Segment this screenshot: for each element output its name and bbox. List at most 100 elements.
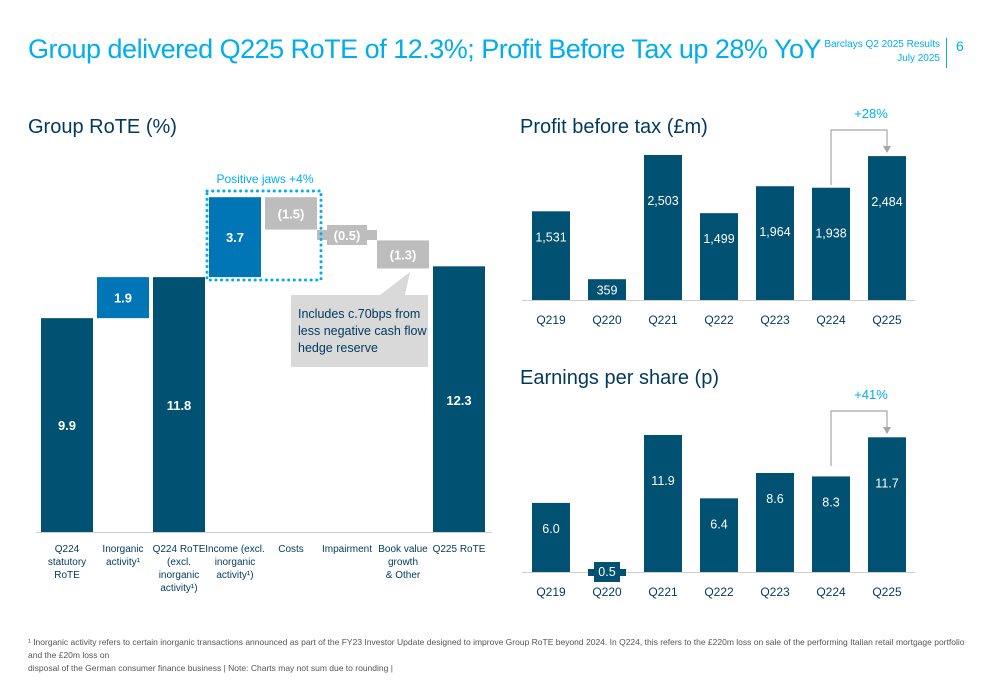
x-tick-label: Q221 [648,313,678,327]
x-tick-label: Q222 [704,585,734,599]
x-tick-label: Book value [378,544,428,555]
bar-value-label: 8.6 [766,492,783,506]
bar [532,502,570,572]
bar-value-label: 1,964 [759,225,790,239]
bar [812,476,850,572]
page-number: 6 [956,38,964,54]
earnings-per-share-chart: 6.0 Q219 0.5 Q220 11.9 Q221 6.4 Q222 8.6 Q223 8.3 Q… [522,387,915,599]
x-tick-label: Q223 [760,313,790,327]
bar-value-label: (1.3) [390,247,417,262]
bar [532,211,570,300]
bar-value-label: (1.5) [278,206,305,221]
header-divider [946,38,947,68]
x-tick-label: inorganic [159,570,200,581]
x-tick-label: Q222 [704,313,734,327]
x-tick-label: activity¹) [160,583,197,594]
bar-value-label: 11.9 [651,474,674,488]
bar-value-label: 3.7 [226,230,244,245]
growth-arrow-line [830,129,888,185]
rote-chart-title: Group RoTE (%) [28,116,177,138]
bar-value-label: 1,938 [815,227,846,241]
x-tick-label: (excl. [167,557,191,568]
x-tick-label: Income (excl. [205,544,264,555]
bar-value-label: 12.3 [446,393,471,408]
bar [868,437,906,572]
positive-jaws-box [205,189,323,282]
x-tick-label: activity¹ [106,557,141,568]
x-tick-label: Q220 [592,585,622,599]
growth-arrow-head [883,146,891,153]
x-tick-label: Q224 [816,585,846,599]
bar-value-label: 9.9 [58,418,76,433]
x-tick-label: Q219 [536,313,566,327]
x-tick-label: Q225 RoTE [433,544,486,555]
bar-value-label: (0.5) [334,228,361,243]
waterfall-bar [327,225,367,245]
rote-waterfall-chart: 9.9 Q224 statutory RoTE 1.9 Inorganic activity… [36,172,492,594]
x-tick-label: statutory [48,557,86,568]
growth-annotation: +41% [854,387,888,402]
x-tick-label: Q224 [55,544,80,555]
bar-value-label: 1,499 [703,232,734,246]
waterfall-bar [265,197,317,230]
x-tick-label: Q225 [872,313,902,327]
bar [812,187,850,300]
bar-value-label: 2,503 [647,194,678,208]
callout-text: less negative cash flow [298,324,428,338]
pbt-chart-title: Profit before tax (£m) [520,116,708,138]
bar-value-label: 1,531 [535,230,566,244]
bar-value-label: 6.4 [710,517,727,531]
report-date: July 2025 [897,53,940,64]
growth-arrow-line [830,410,888,466]
bar [588,279,626,300]
growth-arrow-head [883,427,891,434]
footnote-line-1: ¹ Inorganic activity refers to certain i… [28,637,965,660]
waterfall-bar [153,277,205,532]
waterfall-bar [377,240,429,269]
x-tick-label: Q223 [760,585,790,599]
x-tick-label: Q224 [816,313,846,327]
x-tick-label: Inorganic [102,544,143,555]
bar [756,186,794,300]
bar-value-label: 1.9 [114,291,132,306]
callout-box [291,272,428,367]
bar-value-label: 6.0 [542,522,559,536]
bar-value-label: 0.5 [598,565,615,579]
callout-text: hedge reserve [298,341,378,355]
bar [644,435,682,572]
waterfall-bar [41,318,93,532]
x-tick-label: growth [388,557,418,568]
waterfall-bar [97,277,149,319]
eps-chart-title: Earnings per share (p) [520,367,719,389]
x-tick-label: Q220 [592,313,622,327]
bar-value-label: 11.7 [875,476,898,490]
footnote: ¹ Inorganic activity refers to certain i… [28,636,978,675]
bar [594,562,620,582]
x-tick-label: Impairment [322,544,372,555]
x-tick-label: & Other [386,570,421,581]
bar [644,155,682,300]
bar-value-label: 8.3 [822,495,839,509]
bar [700,498,738,572]
x-tick-label: Q225 [872,585,902,599]
report-meta: Barclays Q2 2025 Results July 2025 [824,38,940,66]
x-tick-label: Costs [278,544,304,555]
x-tick-label: inorganic [215,557,256,568]
bar [700,213,738,300]
page-title: Group delivered Q225 RoTE of 12.3%; Prof… [28,34,822,64]
x-tick-label: Q219 [536,585,566,599]
profit-before-tax-chart: 1,531 Q219 359 Q220 2,503 Q221 1,499 Q222 1,964 Q… [522,106,915,327]
callout-text: Includes c.70bps from [298,307,420,321]
x-tick-label: Q224 RoTE [153,544,206,555]
bar-value-label: 11.8 [167,398,192,413]
x-tick-label: activity¹) [216,570,253,581]
x-tick-label: Q221 [648,585,678,599]
bar-value-label: 359 [597,284,618,298]
waterfall-bar [209,197,261,278]
growth-annotation: +28% [854,106,888,121]
bar [868,156,906,300]
bar-value-label: 2,484 [871,195,902,209]
positive-jaws-label: Positive jaws +4% [216,172,313,186]
bar [756,472,794,572]
